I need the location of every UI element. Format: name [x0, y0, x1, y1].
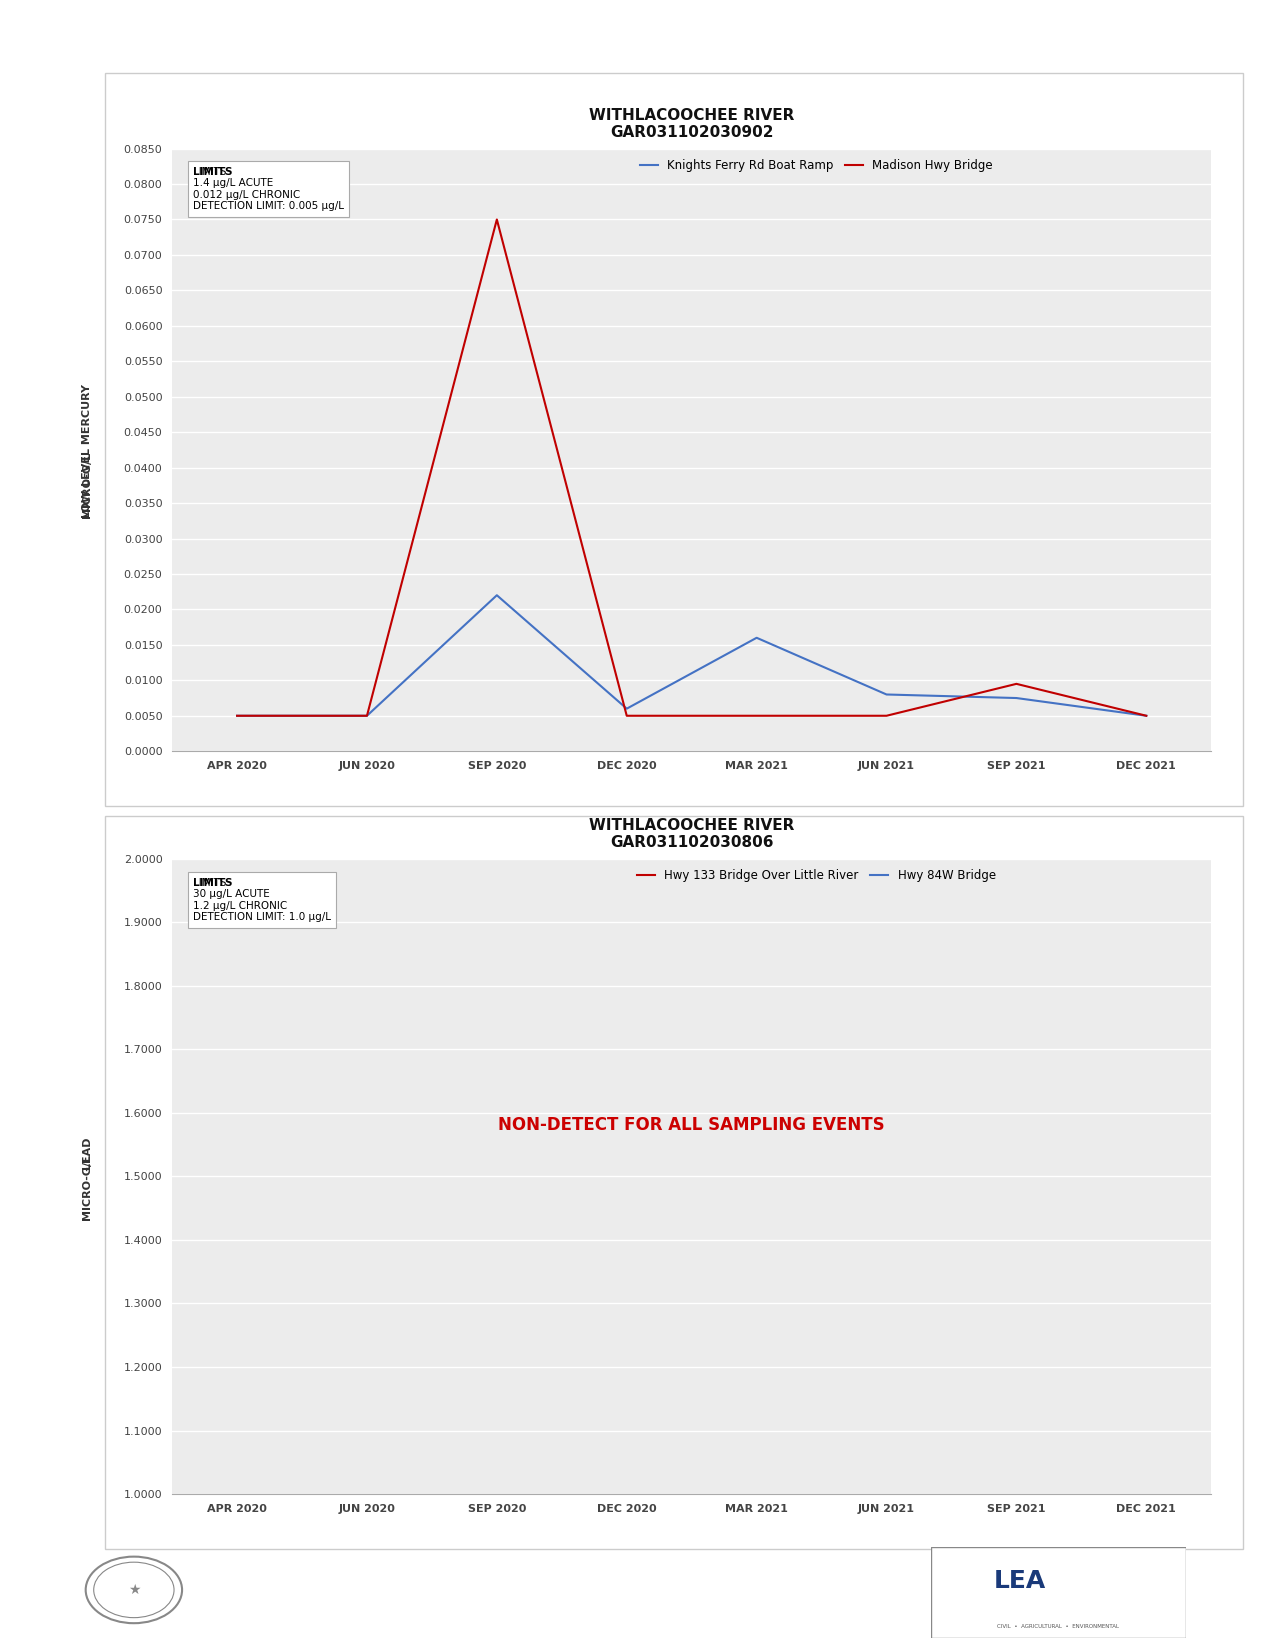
Knights Ferry Rd Boat Ramp [1009, 688, 1024, 708]
Madison Hwy Bridge [748, 707, 764, 726]
Knights Ferry Rd Boat Ramp [748, 627, 764, 647]
Title: WITHLACOOCHEE RIVER
GAR031102030806: WITHLACOOCHEE RIVER GAR031102030806 [589, 817, 794, 850]
Knights Ferry Rd Boat Ramp [230, 707, 245, 726]
Knights Ferry Rd Boat Ramp [878, 685, 894, 705]
Legend: Hwy 133 Bridge Over Little River, Hwy 84W Bridge: Hwy 133 Bridge Over Little River, Hwy 84… [632, 865, 1001, 887]
Text: LIMITS
1.4 μg/L ACUTE
0.012 μg/L CHRONIC
DETECTION LIMIT: 0.005 μg/L: LIMITS 1.4 μg/L ACUTE 0.012 μg/L CHRONIC… [193, 167, 344, 211]
Text: LIMITS: LIMITS [193, 167, 232, 177]
Knights Ferry Rd Boat Ramp [1139, 707, 1154, 726]
Text: LOW LEVEL MERCURY: LOW LEVEL MERCURY [82, 383, 92, 518]
Knights Ferry Rd Boat Ramp [490, 586, 505, 606]
Knights Ferry Rd Boat Ramp [620, 698, 635, 718]
Madison Hwy Bridge [878, 707, 894, 726]
Madison Hwy Bridge [490, 210, 505, 229]
Legend: Knights Ferry Rd Boat Ramp, Madison Hwy Bridge: Knights Ferry Rd Boat Ramp, Madison Hwy … [635, 155, 997, 177]
Text: LEAD: LEAD [82, 1136, 92, 1169]
Text: ★: ★ [128, 1583, 140, 1597]
Text: MICRO-G/L: MICRO-G/L [82, 1154, 92, 1220]
Line: Knights Ferry Rd Boat Ramp: Knights Ferry Rd Boat Ramp [237, 596, 1146, 717]
Madison Hwy Bridge [1139, 707, 1154, 726]
Madison Hwy Bridge [1009, 674, 1024, 693]
Text: LIMITS: LIMITS [193, 878, 232, 888]
Text: LIMITS
30 μg/L ACUTE
1.2 μg/L CHRONIC
DETECTION LIMIT: 1.0 μg/L: LIMITS 30 μg/L ACUTE 1.2 μg/L CHRONIC DE… [193, 878, 332, 923]
Text: NON-DETECT FOR ALL SAMPLING EVENTS: NON-DETECT FOR ALL SAMPLING EVENTS [499, 1116, 885, 1134]
Line: Madison Hwy Bridge: Madison Hwy Bridge [237, 220, 1146, 717]
Text: CIVIL  •  AGRICULTURAL  •  ENVIRONMENTAL: CIVIL • AGRICULTURAL • ENVIRONMENTAL [997, 1625, 1119, 1630]
Madison Hwy Bridge [360, 707, 375, 726]
Text: MICRO-G/L: MICRO-G/L [82, 452, 92, 518]
Madison Hwy Bridge [620, 707, 635, 726]
Madison Hwy Bridge [230, 707, 245, 726]
Knights Ferry Rd Boat Ramp [360, 707, 375, 726]
FancyBboxPatch shape [931, 1547, 1186, 1638]
Text: LEA: LEA [994, 1570, 1046, 1593]
Title: WITHLACOOCHEE RIVER
GAR031102030902: WITHLACOOCHEE RIVER GAR031102030902 [589, 107, 794, 140]
